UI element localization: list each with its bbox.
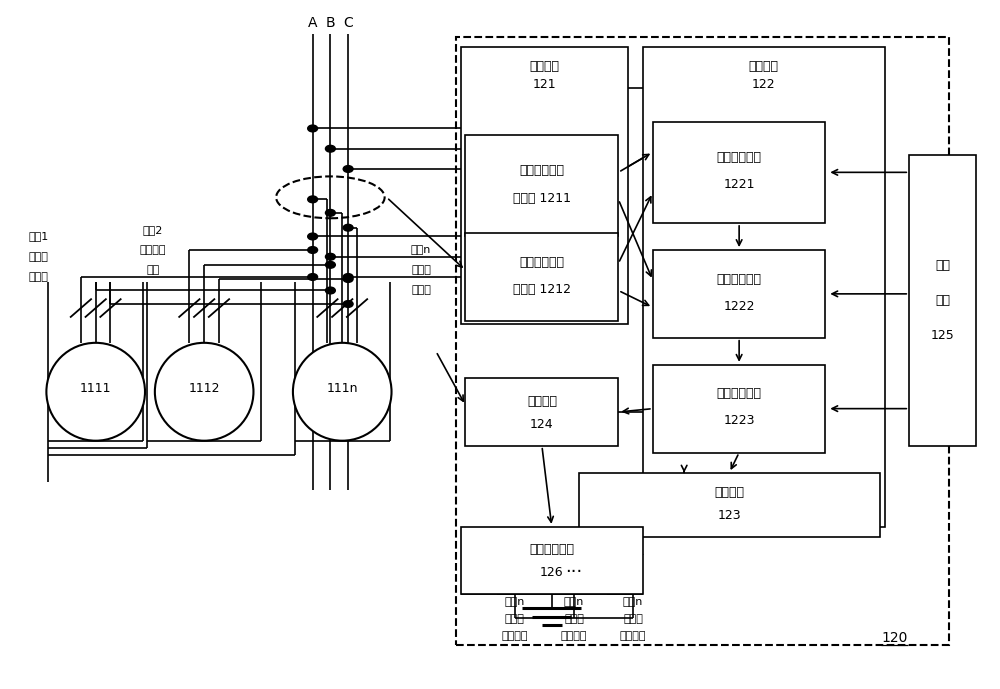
Text: 1112: 1112	[188, 382, 220, 395]
FancyBboxPatch shape	[465, 378, 618, 446]
Text: 报警模块: 报警模块	[714, 486, 744, 500]
Text: B: B	[326, 16, 335, 30]
Text: 主触点: 主触点	[29, 272, 48, 282]
Text: 车位1: 车位1	[28, 232, 49, 241]
Text: 车位n: 车位n	[564, 597, 584, 608]
Text: 111n: 111n	[326, 382, 358, 395]
Text: 重量检测单元: 重量检测单元	[717, 273, 762, 285]
FancyBboxPatch shape	[653, 364, 825, 453]
FancyBboxPatch shape	[643, 48, 885, 527]
Text: 126: 126	[540, 566, 564, 579]
Circle shape	[343, 165, 353, 172]
Text: 1223: 1223	[723, 414, 755, 427]
Text: 模块: 模块	[935, 294, 950, 307]
Text: 车位n: 车位n	[411, 245, 431, 255]
Text: 接触器: 接触器	[564, 615, 584, 624]
Circle shape	[325, 261, 335, 268]
Text: 车位识别模块: 车位识别模块	[529, 543, 574, 556]
FancyBboxPatch shape	[461, 48, 628, 325]
FancyBboxPatch shape	[653, 250, 825, 338]
Text: 状态检测单元: 状态检测单元	[717, 151, 762, 164]
Text: 理模块 1211: 理模块 1211	[513, 192, 571, 205]
FancyBboxPatch shape	[909, 156, 976, 446]
Text: 超载判断单元: 超载判断单元	[717, 387, 762, 400]
Text: 125: 125	[931, 329, 955, 342]
Text: 接触器主: 接触器主	[140, 245, 166, 255]
Text: 电流采样和处: 电流采样和处	[519, 256, 564, 269]
Text: 124: 124	[530, 418, 554, 431]
FancyBboxPatch shape	[465, 233, 618, 321]
Text: 接触器: 接触器	[623, 615, 643, 624]
Text: 辅助触点: 辅助触点	[502, 631, 528, 641]
Text: 辅助触点: 辅助触点	[561, 631, 587, 641]
Text: 1111: 1111	[80, 382, 111, 395]
Text: 车位n: 车位n	[623, 597, 643, 608]
Circle shape	[308, 196, 318, 203]
Text: 接触器: 接触器	[411, 265, 431, 275]
Text: 辅助触点: 辅助触点	[620, 631, 646, 641]
Text: 车位2: 车位2	[143, 225, 163, 235]
Ellipse shape	[155, 343, 253, 441]
Text: 123: 123	[717, 509, 741, 522]
Ellipse shape	[46, 343, 145, 441]
Text: C: C	[343, 16, 353, 30]
Text: 1222: 1222	[723, 300, 755, 313]
Text: 120: 120	[881, 631, 908, 645]
Text: 1221: 1221	[723, 178, 755, 191]
Text: 主触点: 主触点	[411, 285, 431, 296]
FancyBboxPatch shape	[653, 122, 825, 223]
Text: 接触器: 接触器	[29, 251, 48, 262]
Text: 车位n: 车位n	[505, 597, 525, 608]
Circle shape	[308, 125, 318, 132]
Text: 控制模块: 控制模块	[527, 395, 557, 408]
Text: 接触器: 接触器	[505, 615, 525, 624]
FancyBboxPatch shape	[461, 527, 643, 595]
Ellipse shape	[293, 343, 392, 441]
Text: 121: 121	[533, 78, 556, 91]
Text: ...: ...	[565, 558, 583, 576]
FancyBboxPatch shape	[579, 473, 880, 537]
Circle shape	[325, 145, 335, 152]
Circle shape	[343, 274, 353, 280]
Text: 122: 122	[752, 78, 776, 91]
Circle shape	[325, 209, 335, 216]
Text: 触点: 触点	[146, 265, 160, 275]
FancyBboxPatch shape	[465, 135, 618, 236]
Text: 供电: 供电	[935, 259, 950, 272]
Text: 采样模块: 采样模块	[529, 60, 559, 73]
Circle shape	[343, 225, 353, 231]
Circle shape	[325, 287, 335, 294]
Circle shape	[325, 254, 335, 260]
Text: 处理模块: 处理模块	[749, 60, 779, 73]
Circle shape	[308, 247, 318, 254]
Circle shape	[308, 274, 318, 280]
Circle shape	[343, 276, 353, 282]
Circle shape	[343, 300, 353, 307]
Text: 电压采样和处: 电压采样和处	[519, 165, 564, 178]
Text: 理模块 1212: 理模块 1212	[513, 282, 571, 296]
Text: A: A	[308, 16, 317, 30]
Circle shape	[308, 233, 318, 240]
